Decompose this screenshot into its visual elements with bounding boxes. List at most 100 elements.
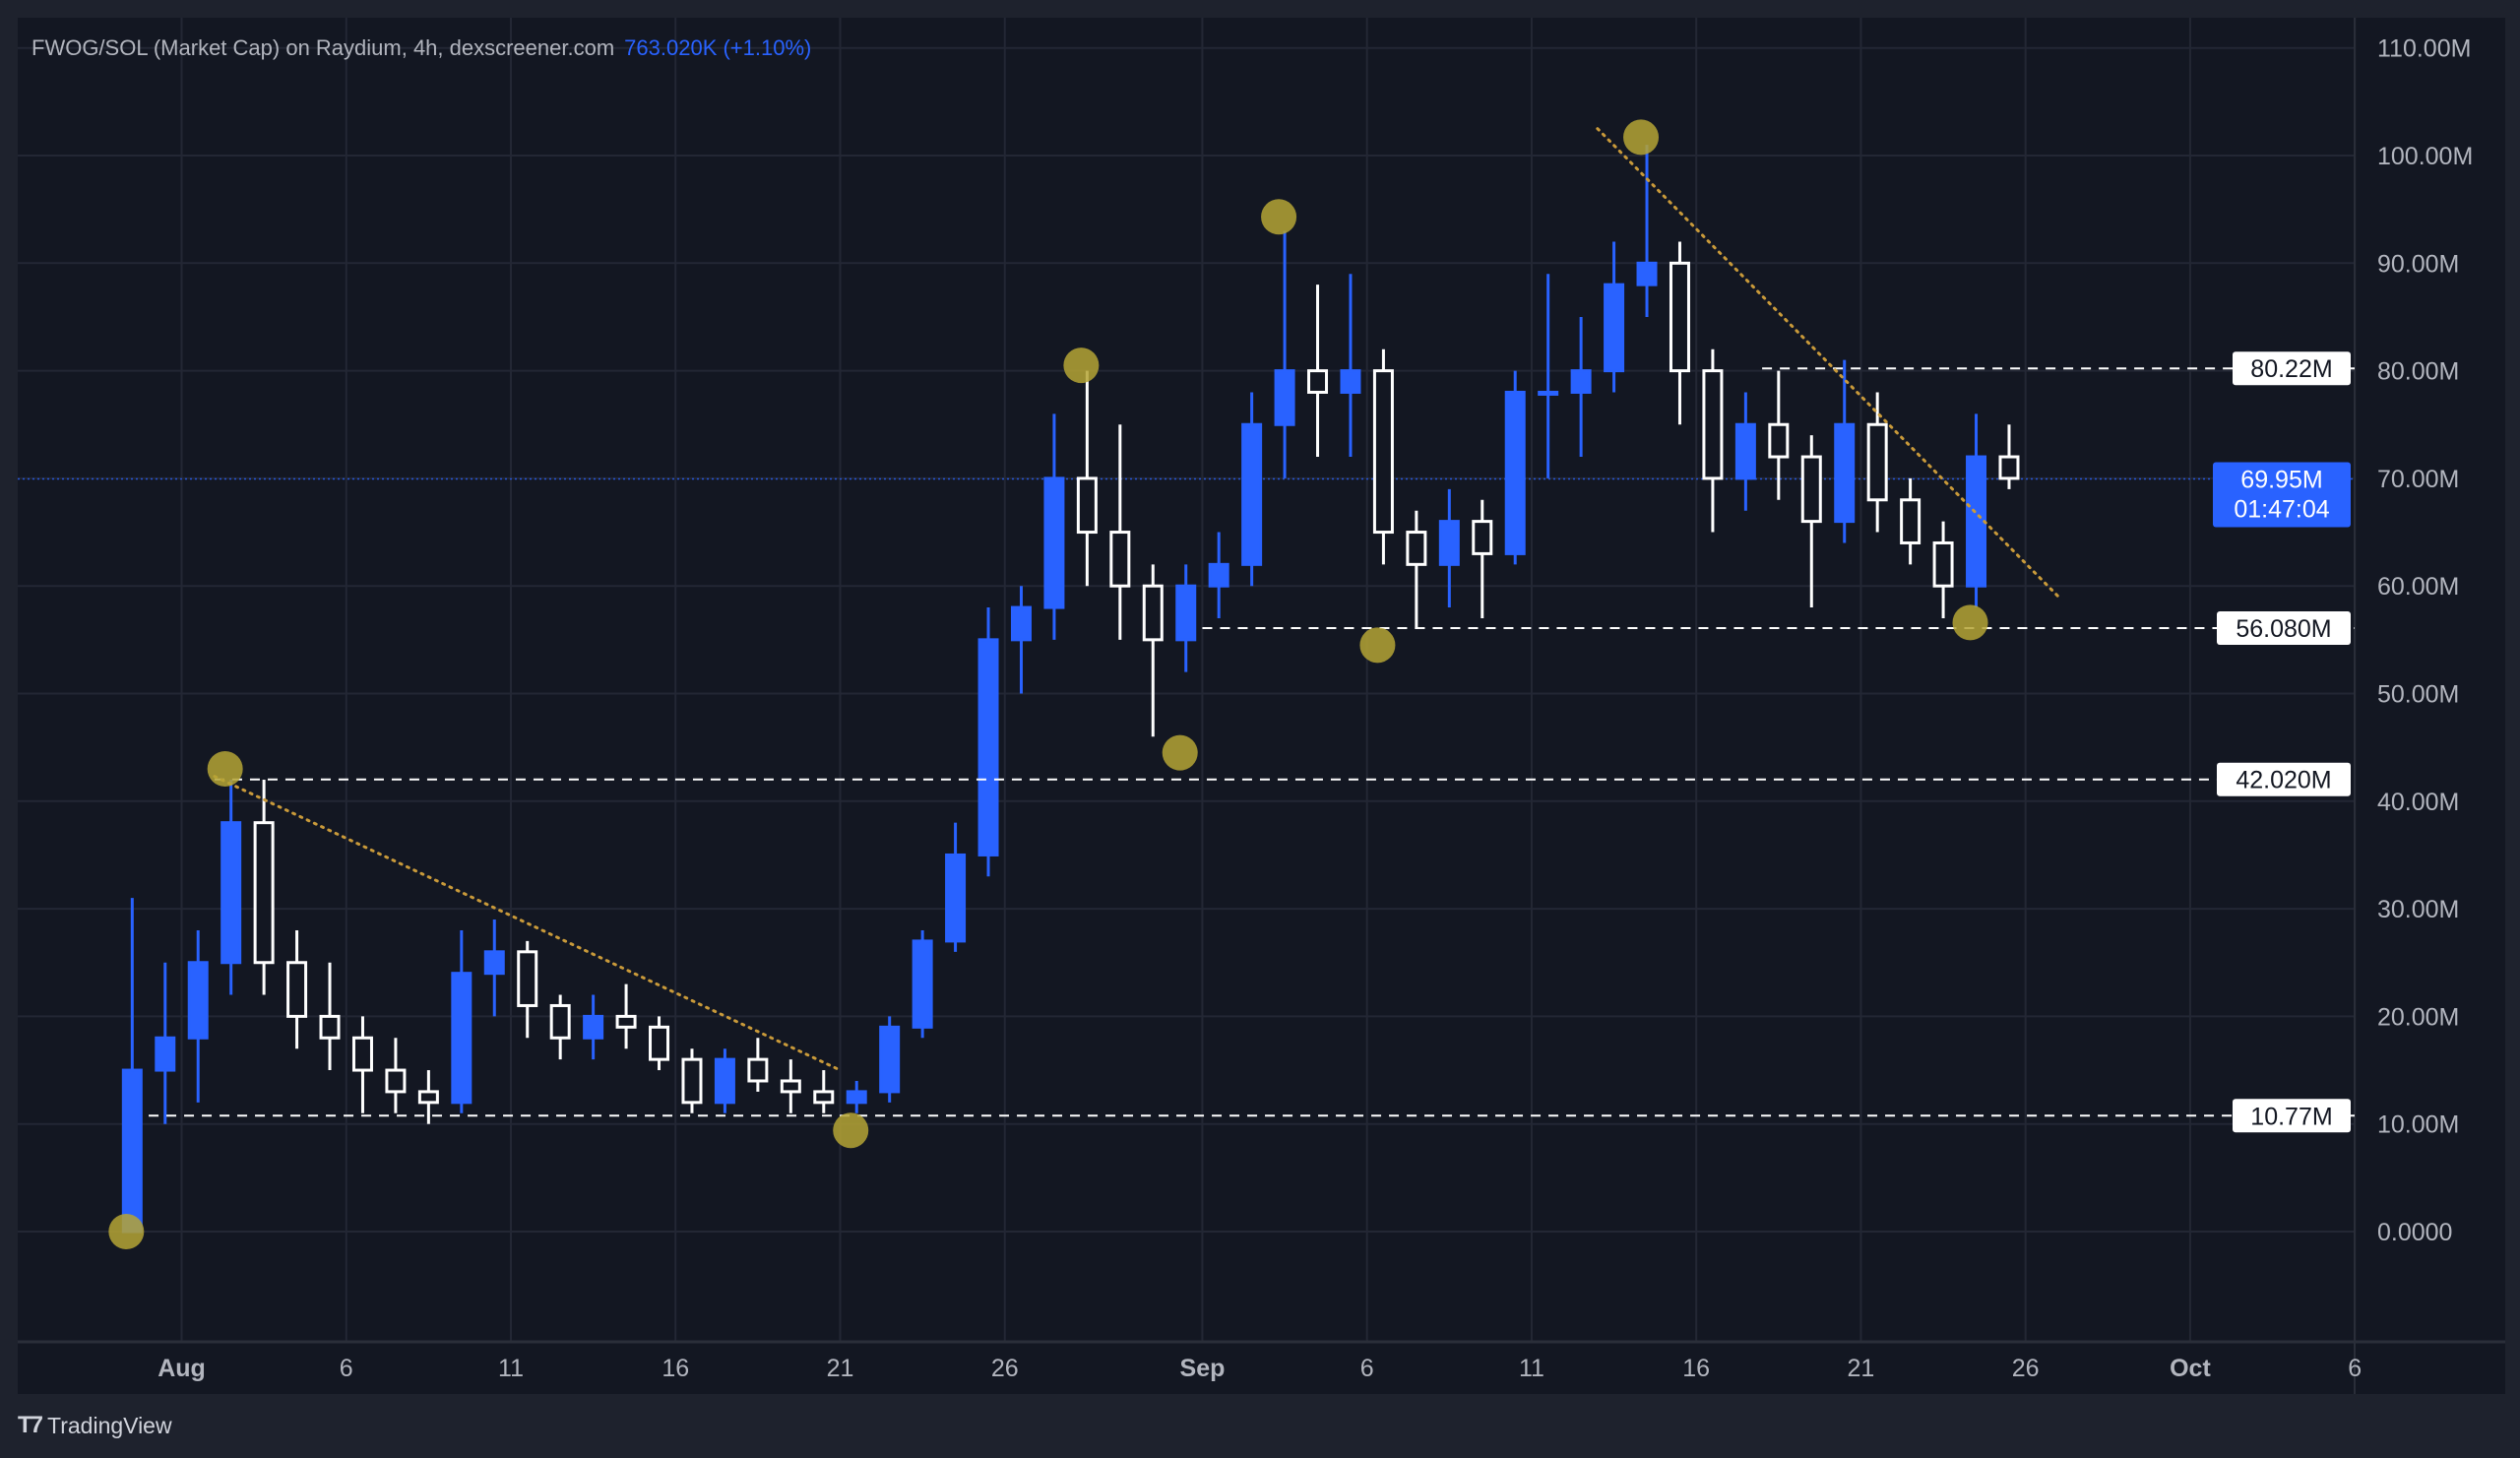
swing-point-marker[interactable] (1063, 348, 1100, 384)
y-tick-label: 30.00M (2377, 896, 2459, 923)
level-price-badge (2217, 762, 2351, 796)
candle-up (1734, 422, 1756, 480)
candle-up (1834, 422, 1856, 524)
trendline[interactable] (213, 775, 842, 1072)
candle-down (385, 1068, 407, 1094)
candle-up (155, 1036, 176, 1072)
swing-point-marker[interactable] (207, 751, 243, 788)
candle-down (681, 1057, 703, 1105)
candle-up (451, 972, 472, 1105)
x-tick-label: Sep (1180, 1355, 1226, 1382)
candle-down (1142, 584, 1164, 642)
candle-down (1768, 422, 1790, 459)
level-price-badge (2233, 351, 2351, 386)
candle-down (1800, 455, 1822, 524)
candle-down (351, 1036, 373, 1072)
y-tick-label: 90.00M (2377, 250, 2459, 278)
candle-down (1669, 261, 1690, 373)
y-tick-label: 0.0000 (2377, 1219, 2452, 1246)
candle-up (1340, 369, 1361, 394)
x-tick-label: 11 (1519, 1355, 1544, 1382)
candle-up (483, 950, 505, 976)
x-tick-label: 21 (827, 1355, 854, 1382)
candle-down (517, 950, 538, 1007)
candle-up (945, 853, 967, 943)
symbol-title: FWOG/SOL (Market Cap) on Raydium, 4h, de… (32, 35, 615, 60)
chart-background (18, 18, 2505, 1394)
candle-down (1932, 540, 1954, 588)
y-tick-label: 80.00M (2377, 358, 2459, 386)
x-tick-label: 11 (498, 1355, 524, 1382)
y-tick-label: 50.00M (2377, 681, 2459, 709)
candle-up (1438, 520, 1460, 566)
swing-point-marker[interactable] (1261, 199, 1297, 235)
candle-down (1307, 369, 1329, 394)
candle-up (121, 1068, 143, 1234)
y-tick-label: 20.00M (2377, 1003, 2459, 1031)
x-tick-label: Aug (158, 1355, 206, 1382)
candle-down (649, 1025, 670, 1061)
x-tick-label: 16 (662, 1355, 689, 1382)
chart-legend: FWOG/SOL (Market Cap) on Raydium, 4h, de… (32, 35, 811, 61)
candle-up (1570, 369, 1592, 394)
tradingview-footer[interactable]: T7 TradingView (18, 1412, 172, 1439)
swing-point-marker[interactable] (833, 1112, 869, 1149)
tradingview-logo-icon: T7 (18, 1412, 43, 1438)
y-tick-label: 40.00M (2377, 789, 2459, 816)
candle-down (1472, 520, 1493, 555)
candle-down (417, 1090, 439, 1105)
level-price-label: 42.020M (2236, 767, 2331, 794)
y-tick-label: 100.00M (2377, 143, 2473, 170)
x-tick-label: 6 (2348, 1355, 2362, 1382)
y-tick-label: 60.00M (2377, 573, 2459, 601)
candle-up (714, 1057, 735, 1105)
swing-point-marker[interactable] (1162, 734, 1198, 771)
candle-down (1109, 531, 1131, 588)
swing-point-marker[interactable] (1623, 119, 1660, 156)
swing-point-marker[interactable] (108, 1214, 145, 1249)
candle-up (977, 638, 999, 856)
x-tick-label: 16 (1682, 1355, 1710, 1382)
candle-up (1504, 390, 1526, 555)
candle-down (253, 821, 275, 965)
candle-up (846, 1090, 867, 1105)
candle-down (1406, 531, 1427, 566)
candle-down (1702, 369, 1724, 480)
candle-up (220, 821, 242, 965)
candle-up (912, 939, 933, 1029)
candle-down (319, 1014, 341, 1040)
x-tick-label: 21 (1848, 1355, 1875, 1382)
trendline[interactable] (1596, 127, 2060, 599)
current-price-label: 69.95M (2240, 466, 2322, 493)
y-tick-label: 70.00M (2377, 466, 2459, 493)
current-price-badge (2213, 462, 2351, 528)
y-tick-label: 110.00M (2377, 35, 2471, 63)
candle-down (747, 1057, 769, 1083)
x-tick-label: 26 (991, 1355, 1019, 1382)
level-price-badge (2233, 1099, 2351, 1133)
candle-down (1998, 455, 2020, 480)
candle-down (286, 961, 308, 1018)
swing-point-marker[interactable] (1359, 627, 1396, 664)
x-tick-label: Oct (2170, 1355, 2211, 1382)
candle-up (1175, 584, 1197, 642)
candle-down (615, 1014, 637, 1029)
candle-up (1274, 369, 1295, 426)
candle-down (1900, 498, 1922, 544)
candle-up (1241, 422, 1263, 566)
candle-down (1372, 369, 1394, 535)
candle-up (1538, 390, 1559, 396)
candle-up (583, 1014, 604, 1040)
y-tick-label: 10.00M (2377, 1111, 2459, 1139)
candle-up (1010, 605, 1032, 642)
candle-up (879, 1025, 901, 1094)
candle-up (187, 961, 209, 1040)
candle-up (1604, 283, 1625, 373)
candle-up (1966, 455, 1987, 588)
candle-down (813, 1090, 835, 1105)
level-price-label: 80.22M (2250, 355, 2332, 383)
bar-countdown-label: 01:47:04 (2234, 495, 2329, 523)
candle-up (1636, 261, 1658, 286)
swing-point-marker[interactable] (1952, 604, 1988, 641)
